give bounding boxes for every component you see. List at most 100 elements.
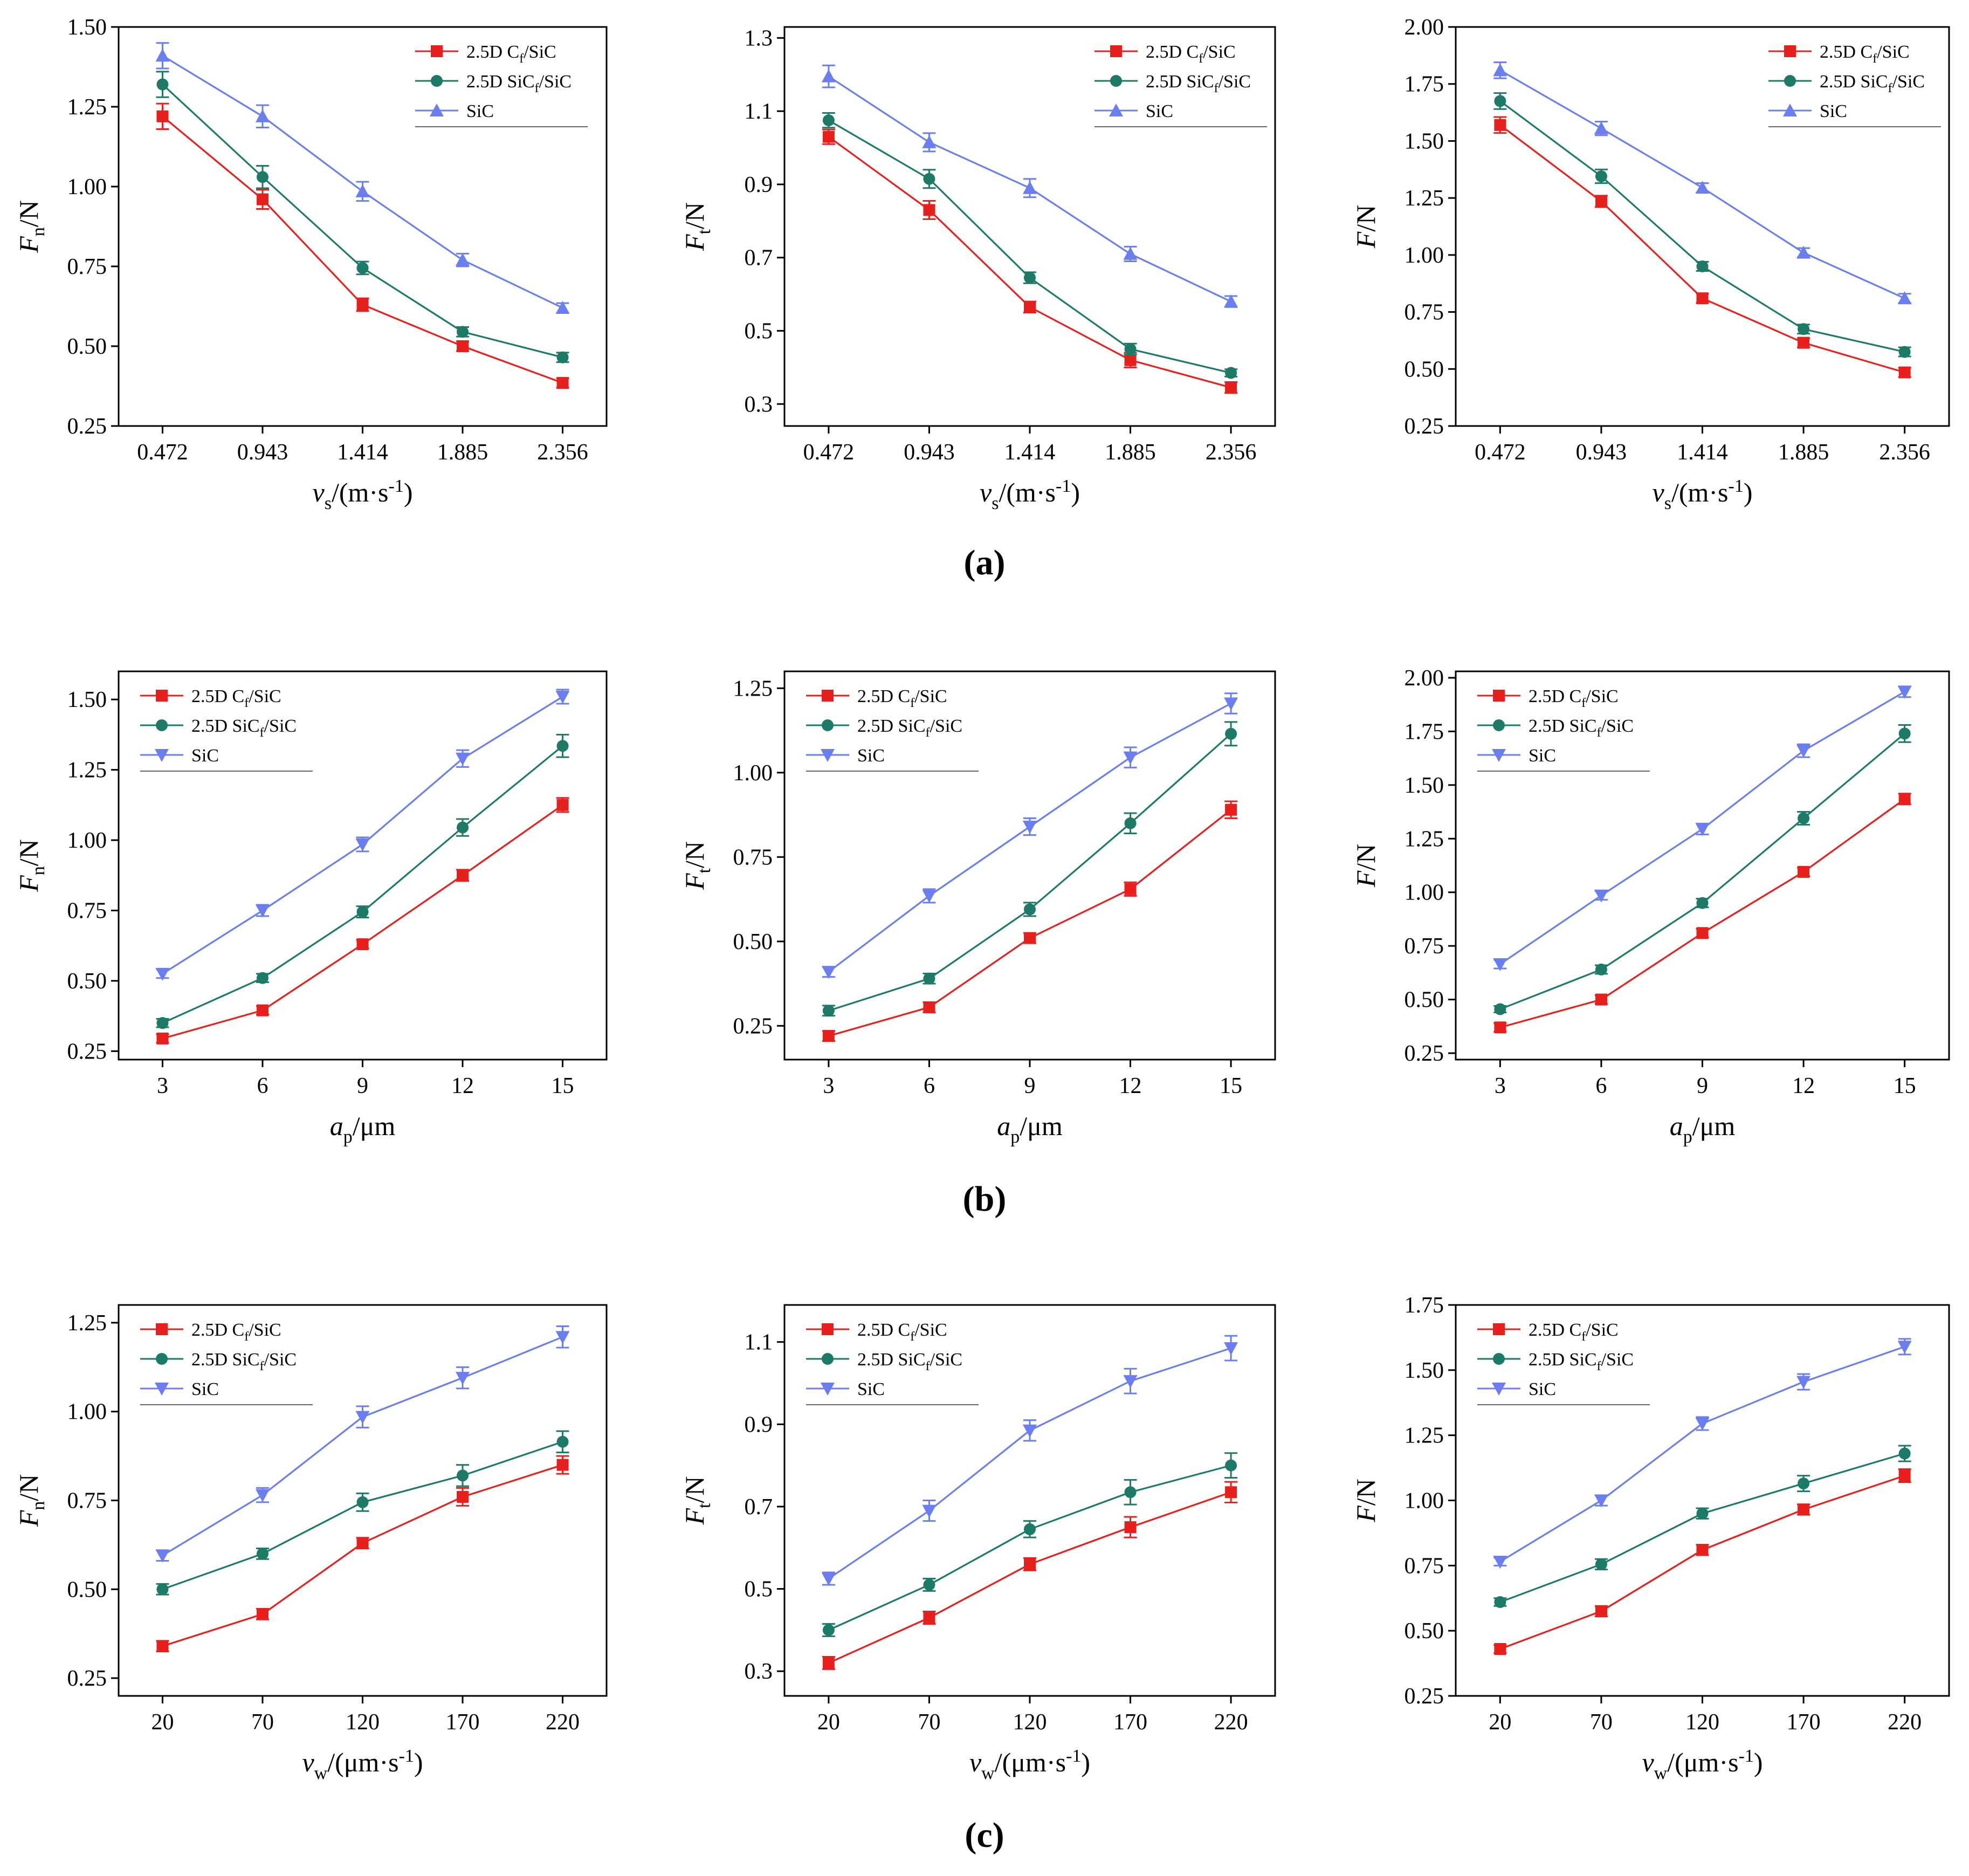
legend-label-SiCf_SiC: 2.5D SiCf/SiC xyxy=(857,716,962,740)
x-tick-label: 1.414 xyxy=(337,440,388,465)
x-axis-title: vs/(m·s-1) xyxy=(313,476,413,513)
y-axis-symbol: F xyxy=(679,873,710,890)
x-tick-label: 2.356 xyxy=(537,440,588,465)
legend-subscript: f xyxy=(244,696,249,710)
y-axis-unit: /N xyxy=(679,202,710,229)
legend-text-tail: /SiC xyxy=(249,1320,281,1340)
legend-text: 2.5D SiC xyxy=(1146,72,1214,92)
legend-text: 2.5D SiC xyxy=(466,72,535,92)
data-point-SiC xyxy=(355,184,370,197)
y-tick-label: 0.25 xyxy=(1405,1041,1444,1066)
y-tick-label: 0.25 xyxy=(67,1666,107,1691)
data-point-Cf_SiC xyxy=(1494,1643,1506,1655)
legend-subscript: f xyxy=(926,726,930,740)
x-tick-label: 120 xyxy=(1013,1710,1047,1735)
x-tick-label: 20 xyxy=(151,1710,174,1735)
y-tick-label: 0.7 xyxy=(745,246,773,271)
legend-marker-SiC xyxy=(821,1383,835,1396)
x-axis-title: vw/(μm·s-1) xyxy=(302,1746,423,1783)
y-tick-label: 0.9 xyxy=(745,1412,773,1437)
data-point-SiCf_SiC xyxy=(822,1005,835,1017)
legend-text-tail: /SiC xyxy=(264,1350,297,1370)
legend-marker-SiCf_SiC xyxy=(1784,75,1796,87)
data-point-SiC xyxy=(922,135,937,148)
legend-text: SiC xyxy=(1529,1379,1556,1399)
y-axis-title: Ft/N xyxy=(679,202,714,251)
y-tick-label: 0.25 xyxy=(67,1039,107,1064)
y-tick-label: 0.75 xyxy=(67,1489,107,1514)
y-axis-unit: /N xyxy=(679,1476,710,1503)
x-axis-superscript: -1 xyxy=(1739,1746,1754,1766)
data-point-SiC xyxy=(1897,685,1912,699)
x-axis-unit: /(μm·s xyxy=(995,1747,1066,1777)
y-tick-label: 1.50 xyxy=(1405,1358,1444,1383)
x-tick-label: 170 xyxy=(1787,1710,1821,1735)
legend-marker-SiC xyxy=(1783,104,1797,116)
legend-text: 2.5D C xyxy=(191,1320,244,1340)
series-line-SiC xyxy=(1499,1345,1905,1563)
data-point-Cf_SiC xyxy=(1696,1544,1709,1556)
data-point-SiC xyxy=(1796,745,1811,758)
y-tick-label: 0.3 xyxy=(745,1659,773,1684)
data-point-Cf_SiC xyxy=(356,938,369,951)
data-point-SiC xyxy=(1023,1424,1037,1438)
x-axis-unit: /μm xyxy=(353,1111,396,1141)
y-tick-label: 0.25 xyxy=(1405,1684,1444,1709)
x-tick-label: 70 xyxy=(251,1710,274,1735)
data-point-SiC xyxy=(1493,63,1507,77)
y-axis-subscript: t xyxy=(694,868,714,873)
legend-label-Cf_SiC: 2.5D Cf/SiC xyxy=(857,1320,947,1344)
x-axis-title: ap/μm xyxy=(330,1111,396,1147)
legend-label-Cf_SiC: 2.5D Cf/SiC xyxy=(191,1320,281,1344)
y-axis-symbol: F xyxy=(679,234,710,251)
data-point-SiCf_SiC xyxy=(1225,727,1237,740)
series-Cf_SiC xyxy=(1493,116,1911,379)
data-point-SiC xyxy=(1224,697,1238,711)
legend-label-SiCf_SiC: 2.5D SiCf/SiC xyxy=(1529,1350,1634,1373)
data-point-Cf_SiC xyxy=(457,869,469,882)
data-point-SiCf_SiC xyxy=(256,1548,268,1560)
legend-marker-Cf_SiC xyxy=(822,1323,834,1335)
x-axis-subscript: p xyxy=(343,1127,353,1147)
series-Cf_SiC xyxy=(822,800,1238,1042)
x-axis-unit-close: ) xyxy=(404,477,413,507)
y-tick-label: 1.50 xyxy=(67,15,107,40)
data-point-SiCf_SiC xyxy=(822,114,835,127)
x-axis-unit: /(m·s xyxy=(332,477,389,507)
legend-marker-SiCf_SiC xyxy=(1110,75,1122,87)
y-tick-label: 0.50 xyxy=(733,930,773,954)
legend-label-Cf_SiC: 2.5D Cf/SiC xyxy=(1146,42,1236,66)
x-axis-symbol: a xyxy=(330,1111,343,1141)
y-axis-symbol: F xyxy=(13,875,44,892)
data-point-SiCf_SiC xyxy=(1024,272,1036,284)
legend-subscript: f xyxy=(1581,1330,1586,1344)
data-point-Cf_SiC xyxy=(923,204,935,216)
x-tick-label: 0.943 xyxy=(237,440,288,465)
x-tick-label: 12 xyxy=(1792,1074,1815,1098)
legend-text-tail: /SiC xyxy=(1877,42,1909,62)
series-SiCf_SiC xyxy=(822,721,1238,1017)
data-point-SiC xyxy=(1123,1375,1138,1389)
y-axis-unit: /N xyxy=(679,841,710,868)
x-tick-label: 9 xyxy=(1024,1074,1036,1098)
x-axis-superscript: -1 xyxy=(1066,1746,1081,1766)
x-tick-label: 0.943 xyxy=(904,440,955,465)
x-axis-title: vw/(μm·s-1) xyxy=(969,1746,1090,1783)
legend-text: SiC xyxy=(857,746,885,766)
x-tick-label: 6 xyxy=(924,1074,935,1098)
data-point-SiC xyxy=(555,300,570,314)
legend-label-SiC: SiC xyxy=(1529,1379,1556,1399)
x-axis-symbol: a xyxy=(1670,1111,1683,1141)
series-SiCf_SiC xyxy=(822,1452,1238,1637)
y-tick-label: 0.75 xyxy=(67,898,107,923)
series-SiCf_SiC xyxy=(156,1430,569,1596)
y-tick-label: 0.3 xyxy=(745,392,773,417)
legend-subscript: f xyxy=(910,1330,914,1344)
data-point-Cf_SiC xyxy=(1595,195,1607,208)
data-point-Cf_SiC xyxy=(1494,119,1506,131)
x-tick-label: 20 xyxy=(1489,1710,1511,1735)
data-point-SiC xyxy=(1796,1376,1811,1389)
